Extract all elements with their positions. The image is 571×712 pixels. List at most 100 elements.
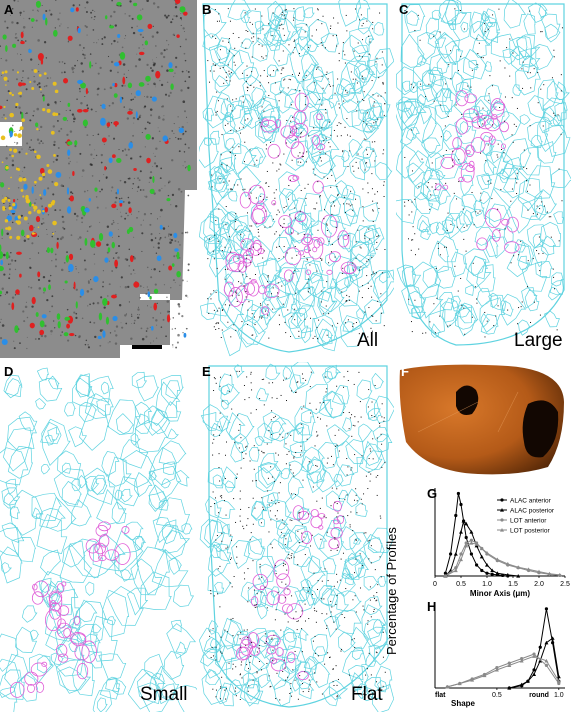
labeled-profile-dot	[101, 103, 106, 109]
profile-point	[314, 610, 316, 612]
tissue-speck	[169, 137, 171, 140]
tissue-speck	[90, 163, 93, 167]
labeled-profile-dot	[4, 117, 7, 120]
density-contour	[283, 426, 304, 454]
tissue-speck	[146, 63, 149, 67]
profile-point	[316, 610, 318, 612]
profile-point	[337, 512, 339, 514]
profile-point	[383, 114, 385, 116]
profile-point	[314, 652, 316, 654]
profile-point	[514, 333, 516, 335]
profile-point	[362, 78, 364, 80]
density-contour	[293, 111, 308, 131]
labeled-profile-dot	[16, 71, 20, 74]
tissue-speck	[178, 150, 181, 153]
high-density-contour	[228, 253, 245, 272]
profile-point	[330, 616, 332, 618]
high-density-contour	[284, 226, 294, 236]
profile-point	[345, 14, 347, 16]
tissue-speck	[184, 59, 187, 62]
profile-point	[560, 90, 562, 92]
profile-point	[299, 616, 301, 618]
profile-point	[211, 186, 213, 188]
tissue-speck	[105, 176, 108, 179]
profile-point	[377, 584, 379, 586]
labeled-profile-dot	[50, 130, 55, 135]
profile-point	[290, 469, 292, 471]
density-contour	[225, 412, 246, 441]
profile-point	[368, 307, 370, 309]
density-contour	[222, 523, 230, 535]
profile-point	[523, 149, 525, 151]
labeled-profile-dot	[69, 332, 75, 337]
tissue-speck	[91, 64, 94, 67]
tissue-speck	[152, 61, 154, 63]
profile-point	[369, 41, 371, 43]
density-contour	[209, 541, 223, 559]
tissue-speck	[34, 184, 36, 186]
profile-point	[246, 376, 248, 378]
tissue-speck	[86, 290, 90, 293]
profile-point	[290, 434, 292, 436]
density-contour	[459, 302, 472, 324]
density-contour	[368, 407, 382, 421]
profile-point	[354, 425, 356, 427]
labeled-profile-dot	[46, 163, 50, 167]
profile-point	[335, 226, 337, 228]
profile-point	[408, 298, 410, 300]
profile-point	[217, 568, 219, 570]
profile-point	[241, 677, 243, 679]
tissue-speck	[89, 303, 91, 306]
profile-point	[236, 473, 238, 475]
tissue-speck	[117, 228, 119, 230]
profile-point	[308, 46, 310, 48]
profile-point	[289, 179, 291, 181]
tissue-speck	[11, 163, 15, 167]
data-point	[507, 661, 511, 665]
tissue-speck	[117, 245, 121, 248]
tissue-speck	[131, 315, 133, 317]
density-contour	[355, 550, 368, 564]
profile-point	[329, 85, 331, 87]
data-point	[525, 679, 530, 683]
tissue-speck	[60, 23, 62, 25]
profile-point	[383, 417, 385, 419]
profile-point	[377, 95, 379, 97]
profile-point	[404, 10, 406, 12]
density-contour	[214, 175, 230, 193]
high-density-contour	[284, 247, 302, 266]
tissue-speck	[124, 217, 127, 220]
density-contour	[72, 658, 95, 697]
profile-point	[323, 209, 325, 211]
labeled-profile-dot	[47, 203, 52, 208]
profile-point	[454, 265, 456, 267]
density-contour	[377, 575, 387, 587]
tissue-speck	[68, 157, 70, 159]
density-contour	[499, 168, 511, 183]
profile-point	[325, 137, 327, 139]
profile-point	[346, 30, 348, 32]
profile-point	[455, 104, 457, 106]
labeled-profile-dot	[168, 62, 173, 69]
profile-point	[368, 652, 370, 654]
profile-point	[259, 316, 261, 318]
profile-point	[500, 189, 502, 191]
density-contour	[255, 467, 277, 492]
profile-point	[433, 35, 435, 37]
profile-point	[263, 110, 265, 112]
labeled-profile-dot	[18, 91, 23, 95]
profile-point	[499, 60, 501, 62]
profile-point	[382, 81, 384, 83]
profile-point	[232, 668, 234, 670]
profile-point	[273, 203, 275, 205]
density-contour	[290, 307, 309, 329]
legend-label: ALAC posterior	[510, 508, 555, 515]
profile-point	[254, 604, 256, 606]
x-tick-label: 2.0	[534, 581, 544, 588]
density-contour	[166, 623, 197, 660]
density-contour	[275, 585, 306, 615]
profile-point	[486, 320, 488, 322]
labeled-profile-dot	[9, 148, 13, 152]
tissue-speck	[116, 252, 119, 254]
tissue-speck	[138, 211, 140, 213]
